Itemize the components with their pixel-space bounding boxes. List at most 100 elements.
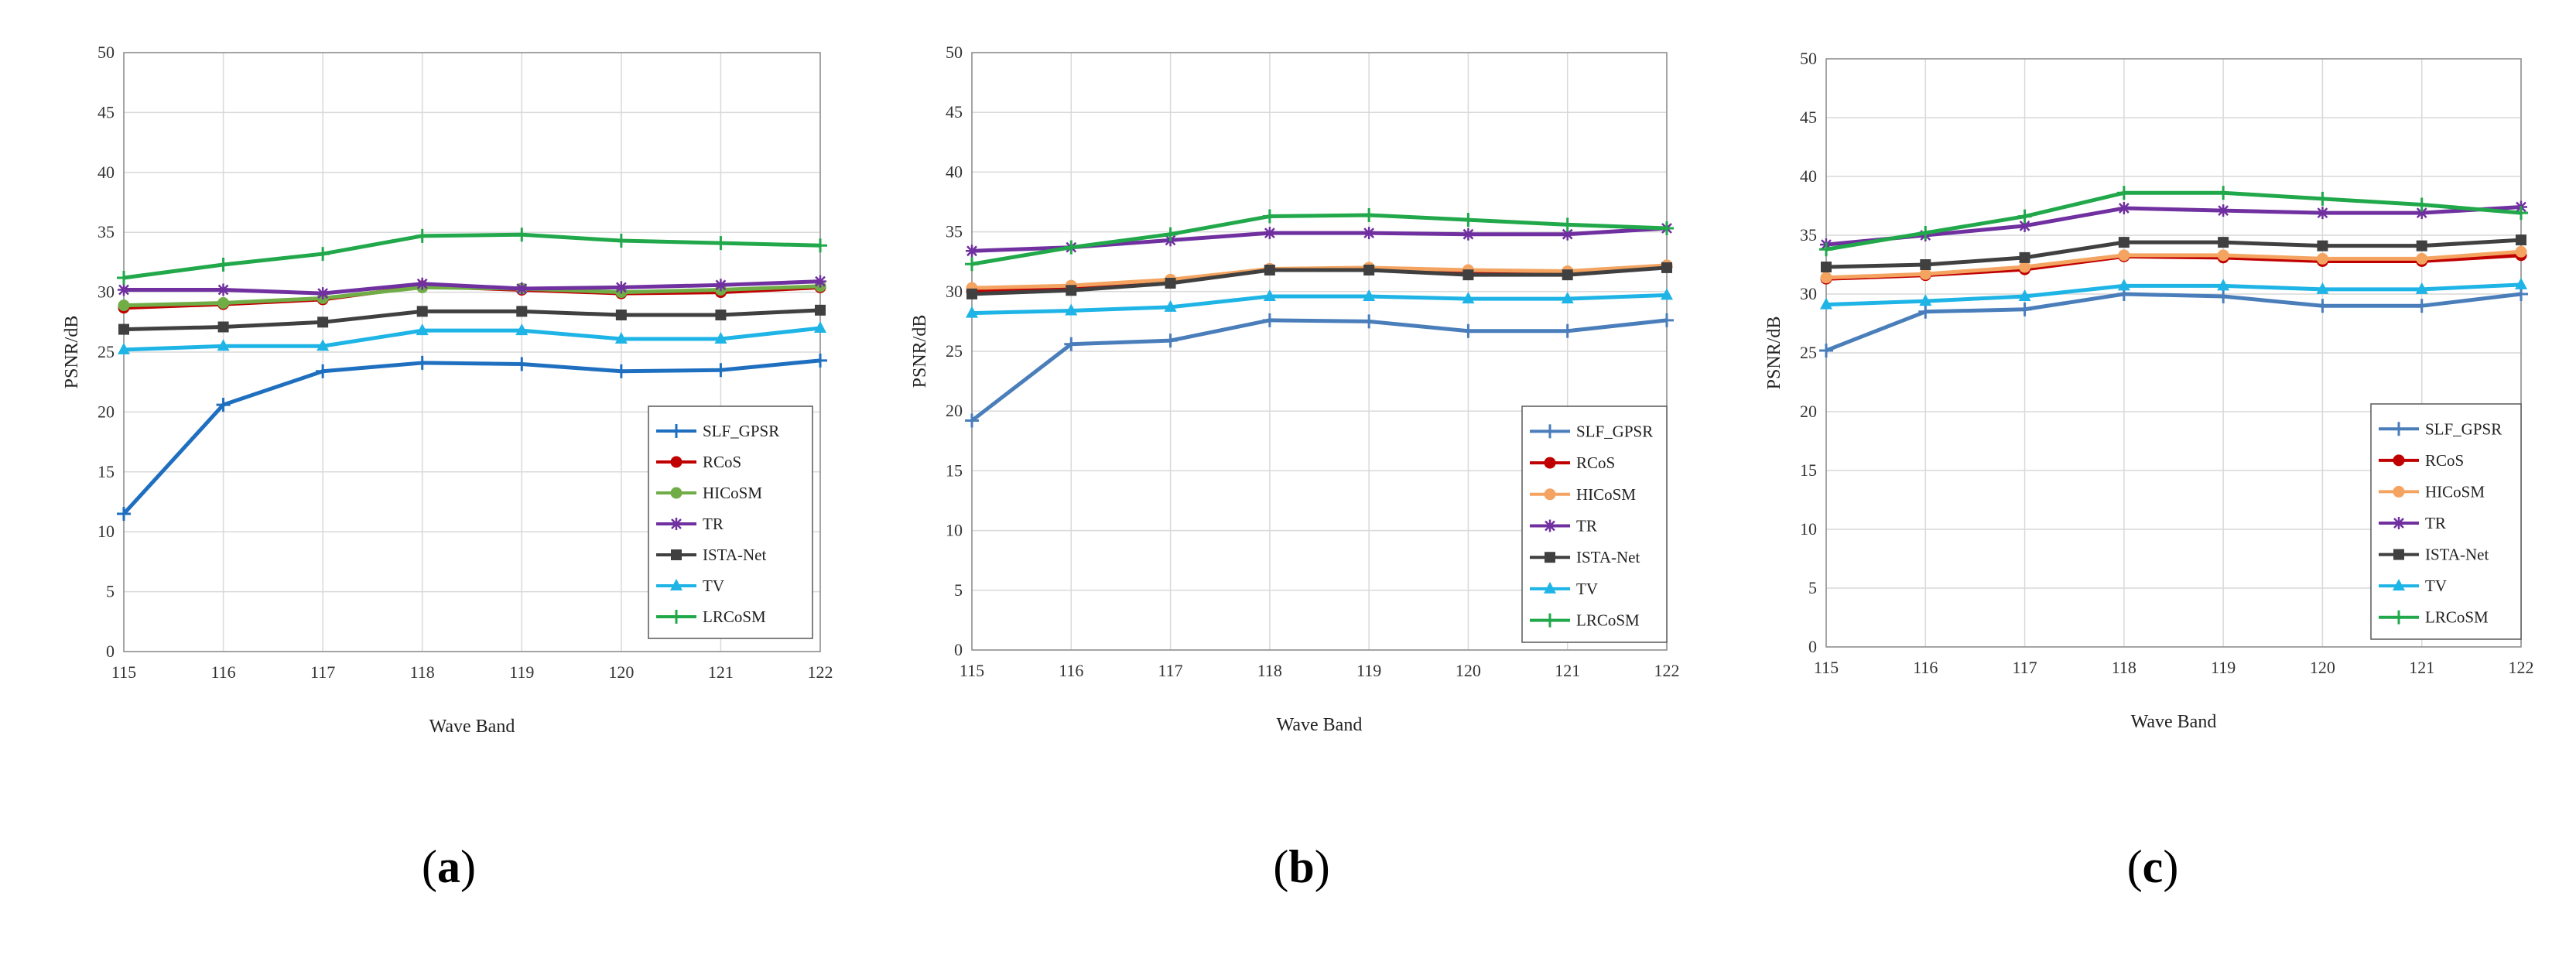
panel-a-legend-hicosm-label: HICoSM [703,484,762,502]
panel-c-series-tr-point-shape [2018,219,2031,232]
panel-a-legend-tr-label: TR [703,515,724,533]
panel-c-series-hicosm-point [2316,252,2328,265]
panel-a-series-tr-point-shape [515,282,529,295]
panel-c-series-tr-point [2117,202,2130,215]
panel-b-xtick-label: 121 [1555,661,1580,680]
panel-a-series-lrcosm-point [117,271,131,286]
panel-c-legend-slf-gpsr-marker [2392,422,2406,436]
panel-c-xtick-label: 119 [2211,658,2236,677]
panel-b-legend-lrcosm-label: LRCoSM [1576,611,1640,630]
panel-b-plot-frame [971,52,1668,651]
panel-b-xtick-label: 122 [1654,661,1680,680]
panel-c-series-tv-point [1820,297,1832,310]
panel-b-series-tr-point-shape [1462,228,1475,241]
panel-b-series-tv-line [971,293,1668,316]
panel-c-series-slf-gpsr-line [1825,292,2522,353]
panel-b-series-tv-point [1462,292,1475,304]
panel-a-legend-tv-label: TV [703,577,724,595]
panel-b-ytick-label: 35 [946,222,963,241]
panel-a-yaxis-title: PSNR/dB [62,316,82,389]
panel-c-legend-ista-net-marker [2393,549,2404,560]
panel-a-ytick-label: 10 [97,522,115,541]
panel-a-series-tr-point-shape [416,277,429,290]
panel-a-series-tr-point [614,281,628,294]
panel-a-series-tv-point [614,331,628,344]
panel-a-caption-letter: a [437,841,460,892]
panel-c-chart: 0 5 10 15 20 25 30 35 40 45 50 115 116 117 118 119 120 12… [1764,49,2534,892]
panel-a-series-slf-gpsr-point [117,506,131,521]
panel-a-ytick-label: 15 [97,462,115,481]
panel-a-series-slf-gpsr-point [813,353,827,368]
panel-c-ytick-label: 15 [1800,460,1817,480]
panel-c-legend-tr-marker [2393,517,2405,529]
panel-a-series-tr-point [714,279,727,292]
panel-b-series-ista-net-point [1066,285,1077,296]
panel-c-ytick-label: 0 [1808,637,1817,656]
panel-a-ytick-label: 40 [97,163,115,182]
panel-b-legend-ista-net-label: ISTA-Net [1576,548,1640,566]
panel-b-series-slf-gpsr-line [970,318,1668,423]
panel-a-xtick-label: 115 [111,662,136,682]
panel-b-series-tr-point [1363,227,1376,240]
panel-b-xtick-label: 115 [960,661,984,680]
panel-b-series-ista-net-point [1264,265,1275,276]
panel-a-series-lrcosm-point [415,228,429,243]
panel-b-series-tv-point [966,306,978,318]
panel-c-series-lrcosm-point [2017,209,2032,224]
panel-c-series-tv-line [1825,282,2522,307]
panel-c-series-hicosm-point [2217,249,2229,262]
panel-b-yaxis-title: PSNR/dB [910,315,930,388]
panel-b-legend-tv-marker [1544,581,1556,594]
panel-c-series-tv-point [1919,294,1932,306]
panel-c-series-ista-net-point [2218,237,2229,248]
panel-c-series-slf-gpsr-point [2315,299,2330,313]
panel-b-ytick-label: 50 [946,43,963,62]
panel-a-series-tv-point [217,339,230,351]
panel-b-ytick-label: 45 [946,102,963,121]
panel-c-caption-close: ) [2163,841,2178,892]
panel-a-series-lrcosm-point [515,228,529,242]
panel-a-series-lrcosm-point [216,257,231,272]
panel-c-series-slf-gpsr-point [2414,299,2429,313]
panel-b-series-lrcosm-point [1163,227,1178,241]
panel-c-series-tv-point [2217,279,2230,291]
panel-a-series-tr-line [124,279,821,296]
panel-b-series-tr-point [1263,227,1276,240]
panel-c-legend-hicosm-label: HICoSM [2425,482,2485,501]
panel-a-legend-lrcosm-label: LRCoSM [703,607,766,626]
panel-b-series-slf-gpsr-point [1660,313,1674,327]
panel-c-xtick-label: 115 [1814,658,1839,677]
panel-a-series-tr-point-shape [316,287,330,300]
panel-a-legend-tr-marker [670,518,682,530]
panel-b-ytick-label: 20 [946,401,963,420]
panel-a-series-tv-point [814,321,826,334]
panel-a-series-tr-point-shape [814,275,826,288]
panel-c-series-lrcosm-point [2216,186,2231,200]
panel-a-ytick-label: 25 [97,342,115,361]
panel-b-ytick-label: 5 [954,580,963,600]
panel-b-series-slf-gpsr-point [965,413,979,428]
panel-a-legend-slf-gpsr-label: SLF_GPSR [703,422,779,440]
panel-c-series-slf-gpsr-point [2017,302,2032,316]
panel-b-series-ista-net-point [1562,269,1573,281]
panel-c-ytick-label: 40 [1800,166,1817,186]
panel-a-series-ista-net-point [516,306,528,317]
panel-b-series-tr-point [1462,228,1475,241]
panel-c-series-slf-gpsr-point [2514,287,2528,301]
panel-a-legend: SLF_GPSR RCoS HICoSM TR ISTA-Net TV LRCoSM [648,405,813,639]
panel-c-series-lrcosm-point [2315,191,2330,206]
panel-b-xtick-label: 120 [1456,661,1481,680]
panel-c-series-tr-point [2316,207,2329,220]
panel-b-series-tr-point [966,245,978,258]
panel-b-series-lrcosm-point [1064,240,1079,255]
panel-a-series-slf-gpsr-point [316,364,330,378]
panel-a-ytick-label: 20 [97,402,115,421]
panel-a-ytick-label: 35 [97,222,115,241]
panel-b-series-slf-gpsr-point [1163,334,1178,348]
panel-b-series-lrcosm-point [1461,213,1476,228]
panel-c-legend-tv-label: TV [2425,577,2447,595]
panel-b-series-tr-point-shape [1561,228,1574,241]
panel-c-series-lrcosm-point [2514,206,2528,221]
panel-c-series-tr-point [2415,207,2428,220]
